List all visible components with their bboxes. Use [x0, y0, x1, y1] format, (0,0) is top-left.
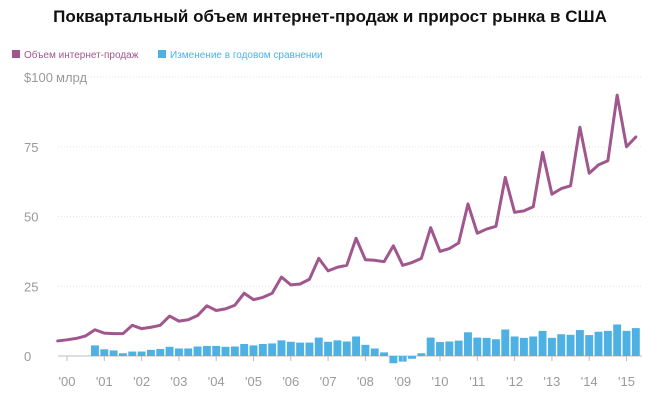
legend-label-sales: Объем интернет-продаж: [24, 49, 139, 61]
growth-bar: [202, 345, 211, 356]
growth-bar: [314, 337, 323, 356]
growth-bar: [585, 335, 594, 356]
x-tick-label: '15: [618, 374, 635, 389]
y-tick-label: $100: [24, 70, 53, 85]
legend-label-growth: Изменение в годовом сравнении: [170, 50, 323, 61]
x-tick-label: '13: [543, 374, 560, 389]
growth-bar: [193, 346, 202, 356]
chart-title: Поквартальный объем интернет-продаж и пр…: [53, 7, 607, 26]
growth-bar: [594, 331, 603, 356]
growth-bar: [109, 350, 118, 356]
growth-bar: [146, 349, 155, 356]
growth-bar: [380, 352, 389, 356]
x-tick-label: '06: [282, 374, 299, 389]
growth-bar: [417, 353, 426, 356]
growth-bar: [352, 336, 361, 356]
growth-bar: [501, 329, 510, 356]
x-tick-label: '10: [432, 374, 449, 389]
growth-bar: [426, 337, 435, 356]
legend-swatch-sales: [12, 50, 20, 58]
growth-bar: [603, 330, 612, 356]
growth-bar: [519, 337, 528, 357]
growth-bar: [277, 340, 286, 356]
growth-bar: [575, 330, 584, 356]
x-tick-label: '11: [469, 374, 485, 389]
growth-bar: [230, 346, 239, 356]
growth-bar: [408, 356, 416, 359]
growth-bar: [296, 342, 305, 356]
x-tick-label: '01: [96, 374, 113, 389]
x-tick-label: '12: [506, 374, 523, 389]
growth-bar: [361, 344, 370, 356]
x-tick-label: '07: [320, 374, 337, 389]
y-tick-label: 75: [24, 140, 38, 155]
x-tick-label: '04: [208, 374, 225, 389]
growth-bar: [91, 345, 99, 356]
x-tick-label: '02: [133, 374, 150, 389]
growth-bar: [631, 328, 640, 356]
x-tick-label: '00: [59, 374, 76, 389]
growth-bars: [91, 324, 640, 364]
growth-bar: [622, 330, 631, 356]
growth-bar: [510, 336, 519, 356]
growth-bar: [557, 334, 566, 356]
gridlines: [58, 76, 642, 357]
growth-bar: [240, 344, 249, 356]
sales-line: [56, 93, 638, 343]
growth-bar: [268, 343, 277, 356]
growth-bar: [324, 341, 333, 356]
y-tick-label: 50: [24, 210, 38, 225]
growth-bar: [547, 337, 556, 357]
x-tick-label: '14: [581, 374, 598, 389]
growth-bar: [454, 340, 463, 356]
y-unit-label: млрд: [56, 70, 87, 85]
growth-bar: [389, 356, 398, 364]
growth-bar: [249, 345, 258, 356]
growth-bar: [156, 349, 165, 356]
growth-bar: [118, 353, 127, 356]
growth-bar: [221, 346, 230, 356]
y-tick-label: 25: [24, 279, 38, 294]
y-tick-label: 0: [24, 349, 31, 364]
y-axis-ticks: 0 25 50 75 $100 млрд: [24, 70, 87, 364]
growth-bar: [100, 349, 109, 356]
growth-bar: [445, 341, 454, 356]
growth-bar: [529, 336, 538, 356]
growth-bar: [491, 339, 500, 356]
growth-bar: [286, 341, 295, 356]
growth-bar: [184, 348, 193, 356]
growth-bar: [473, 337, 482, 356]
growth-bar: [212, 345, 221, 356]
growth-bar: [165, 346, 174, 356]
growth-bar: [174, 348, 183, 356]
legend: Объем интернет-продаж Изменение в годово…: [12, 49, 323, 61]
growth-bar: [370, 348, 379, 356]
x-tick-label: '09: [394, 374, 411, 389]
growth-bar: [137, 351, 146, 356]
growth-bar: [436, 342, 444, 356]
x-tick-label: '08: [357, 374, 374, 389]
legend-swatch-growth: [158, 50, 166, 58]
growth-bar: [538, 330, 547, 356]
growth-bar: [305, 342, 314, 356]
growth-bar: [613, 324, 622, 356]
x-tick-label: '03: [170, 374, 187, 389]
growth-bar: [464, 332, 472, 356]
growth-bar: [258, 344, 267, 356]
x-axis-ticks: '00 '01 '02 '03 '04 '05 '06 '07 '08 '09 '10 '11 '12 '…: [59, 356, 635, 389]
growth-bar: [482, 337, 491, 357]
growth-bar: [128, 351, 137, 356]
growth-bar: [333, 340, 342, 356]
sales-line-layer: [56, 93, 638, 343]
x-tick-label: '05: [245, 374, 262, 389]
growth-bar: [566, 334, 575, 356]
growth-bar: [342, 341, 351, 356]
